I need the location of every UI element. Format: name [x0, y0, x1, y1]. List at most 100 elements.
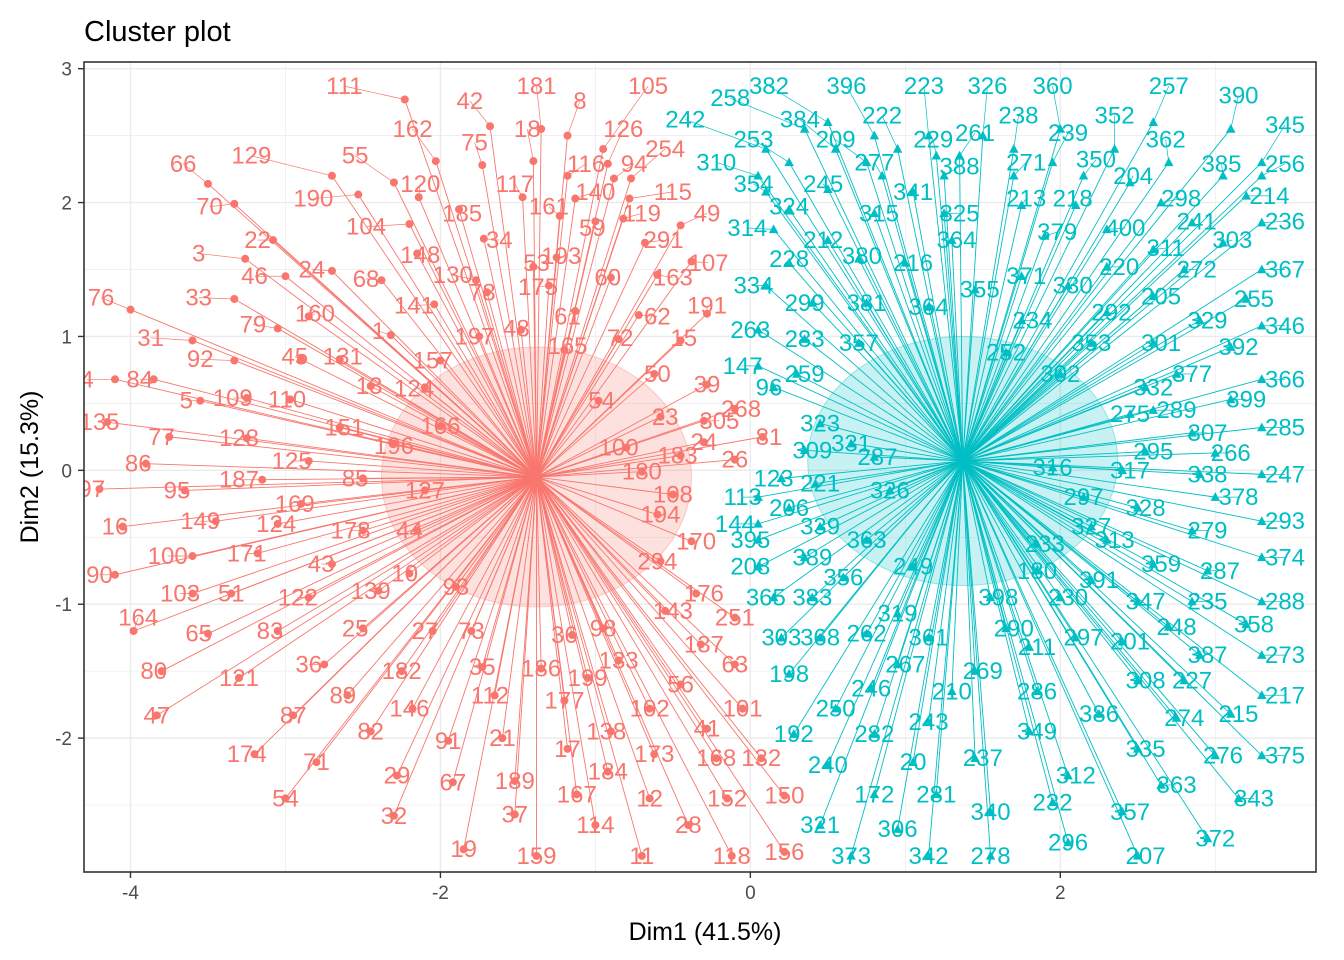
data-point [467, 627, 476, 636]
data-point [1086, 521, 1097, 531]
cluster-segment [962, 242, 1224, 462]
point-label: 253 [733, 127, 773, 154]
cluster-segment [962, 266, 1108, 462]
data-point [815, 632, 825, 642]
point-label: 143 [653, 598, 693, 625]
point-label: 323 [800, 410, 840, 437]
point-label: 338 [1187, 461, 1227, 488]
cluster-segment [962, 175, 1263, 462]
point-label: 375 [1265, 743, 1305, 770]
data-point [490, 691, 499, 700]
data-point [799, 123, 810, 133]
label-leader [209, 203, 235, 207]
point-label: 160 [295, 301, 335, 328]
point-label: 138 [586, 718, 626, 745]
data-point [571, 307, 580, 316]
cluster-segment [520, 329, 537, 478]
data-point [1140, 446, 1151, 456]
data-point [1071, 200, 1081, 210]
data-point [861, 534, 872, 544]
point-label: 290 [994, 615, 1034, 642]
cluster-segment [962, 386, 1146, 462]
point-label: 168 [696, 745, 736, 772]
point-label: 249 [893, 554, 933, 581]
data-point [1148, 291, 1159, 301]
cluster-segment [122, 476, 537, 528]
point-label: 239 [1048, 120, 1088, 147]
data-point [95, 485, 104, 494]
data-point [320, 660, 329, 669]
data-point [286, 395, 295, 404]
data-point [1148, 559, 1159, 568]
data-point [230, 294, 239, 303]
cluster-segment [424, 386, 537, 478]
data-point [1078, 170, 1089, 180]
cluster-segment [804, 449, 963, 462]
point-label: 390 [1218, 82, 1258, 109]
point-label: 218 [1053, 186, 1093, 213]
cluster-segment [447, 476, 537, 741]
data-point [723, 794, 732, 803]
cluster-segment [962, 460, 1200, 475]
cluster-segment [536, 198, 576, 478]
data-point [830, 703, 841, 713]
point-label: 68 [353, 266, 380, 293]
cluster-segment [773, 460, 963, 598]
label-leader [629, 191, 673, 199]
point-label: 124 [256, 511, 296, 538]
cluster-segment [536, 373, 655, 478]
point-label: 135 [79, 409, 119, 436]
data-point [377, 276, 386, 285]
data-point [923, 850, 934, 860]
label-leader [680, 212, 708, 226]
point-label: 374 [1265, 544, 1305, 571]
cluster-segment [536, 476, 728, 799]
point-label: 252 [986, 340, 1026, 367]
point-label: 279 [1187, 518, 1227, 545]
label-leader [567, 100, 581, 136]
cluster-segment [409, 476, 537, 574]
cluster-segment [536, 441, 704, 478]
point-label: 36 [295, 651, 322, 678]
cluster-segment [536, 476, 692, 542]
data-point [532, 851, 541, 860]
point-label: 269 [963, 658, 1003, 685]
point-label: 185 [442, 200, 482, 227]
cluster-segment [536, 476, 612, 732]
point-label: 173 [634, 741, 674, 768]
data-point [892, 608, 903, 618]
label-leader [469, 100, 491, 127]
data-point [1257, 422, 1267, 432]
point-label: 400 [1105, 215, 1145, 242]
cluster-segment [962, 205, 1022, 462]
data-point [560, 696, 569, 705]
data-point [727, 851, 736, 860]
point-label: 85 [342, 465, 369, 492]
data-point [413, 526, 422, 535]
data-point [1257, 320, 1267, 330]
cluster-segment [246, 397, 537, 478]
data-point [1179, 264, 1190, 274]
point-label: 216 [893, 250, 933, 277]
data-point [478, 161, 487, 170]
point-label: 321 [800, 812, 840, 839]
data-point [281, 794, 290, 803]
y-tick-label: -1 [55, 595, 72, 616]
data-point [730, 455, 739, 464]
data-point [366, 727, 375, 736]
y-tick-label: -2 [55, 729, 72, 750]
data-point [753, 518, 763, 528]
data-point [273, 519, 282, 528]
point-label: 243 [909, 709, 949, 736]
point-label: 150 [764, 783, 804, 810]
x-tick-label: 2 [1055, 883, 1066, 904]
label-leader [753, 183, 767, 193]
point-label: 164 [118, 605, 158, 632]
point-label: 235 [1187, 589, 1227, 616]
cluster-segment [522, 197, 537, 478]
data-point [753, 534, 763, 544]
point-label: 62 [644, 303, 671, 330]
cluster-segment [536, 277, 612, 478]
point-label: 147 [723, 353, 763, 380]
point-label: 34 [486, 227, 513, 254]
